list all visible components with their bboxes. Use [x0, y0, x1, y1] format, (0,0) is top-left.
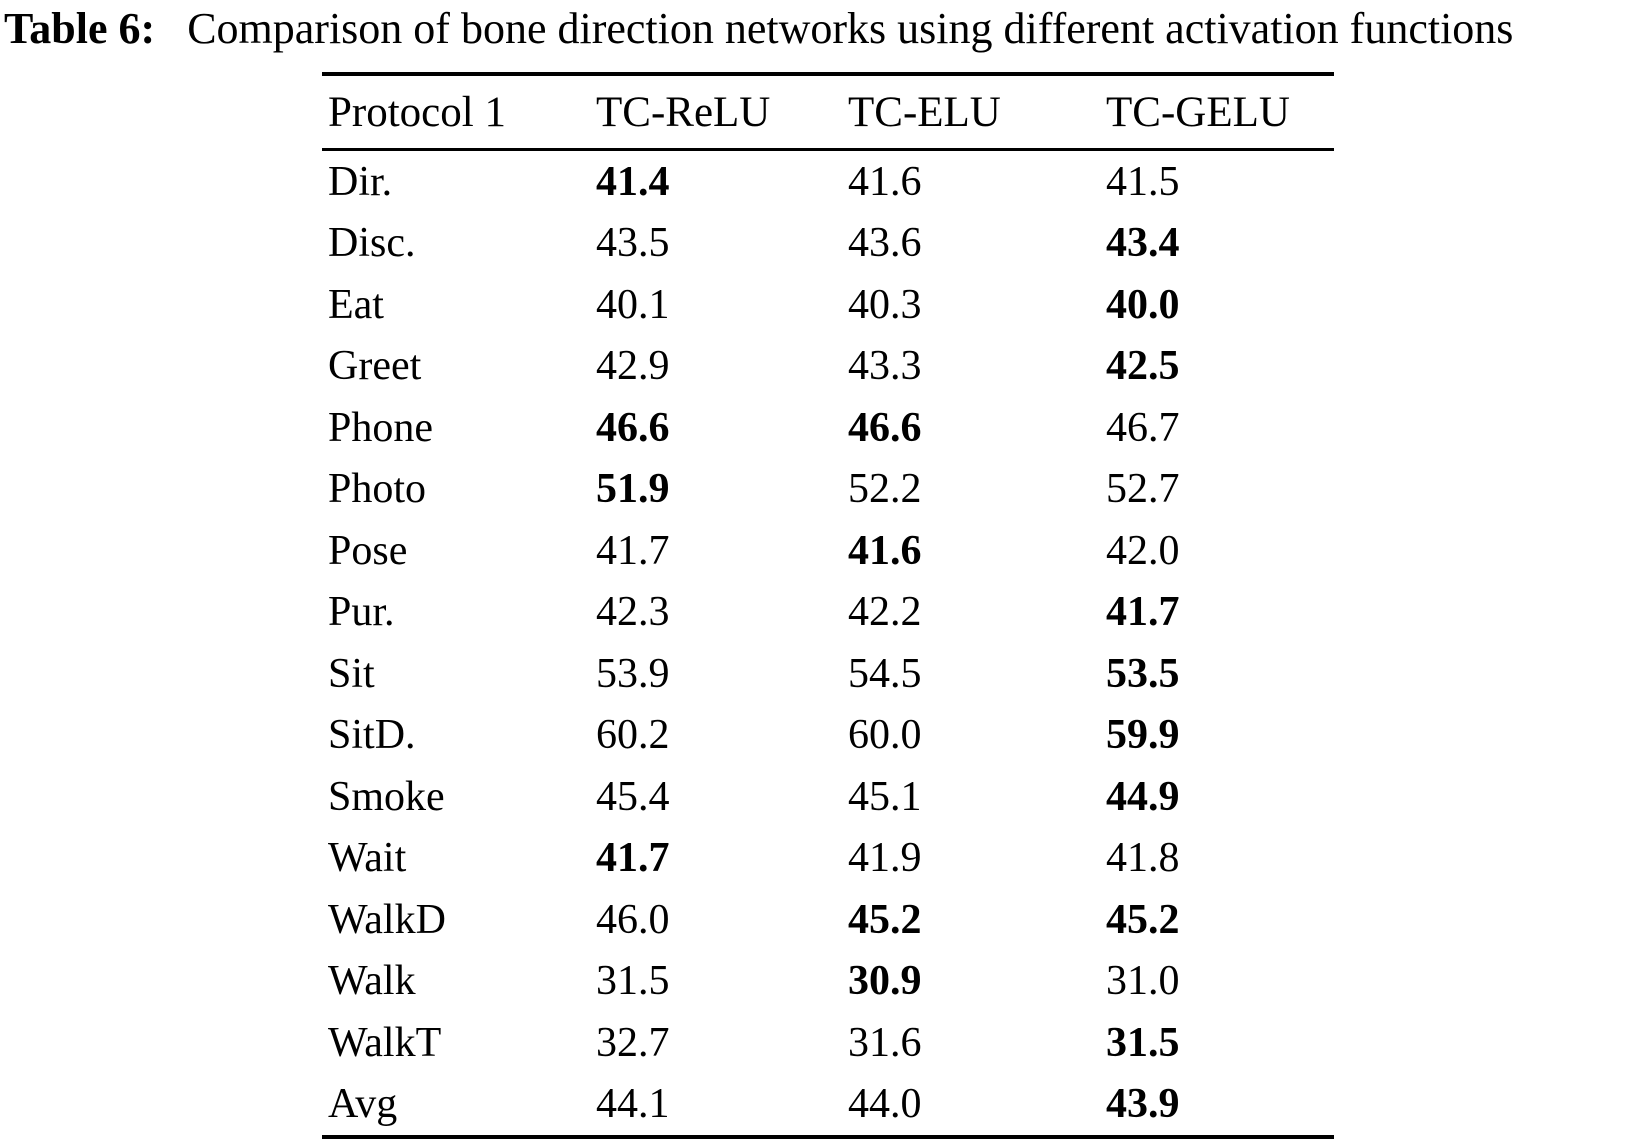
- metric-cell: 41.7: [1106, 589, 1180, 636]
- table-row: WalkD 46.0 45.2 45.2: [322, 889, 1334, 951]
- row-label: Pur.: [328, 589, 395, 636]
- column-header-protocol: Protocol 1: [328, 88, 506, 136]
- metric-cell: 40.1: [596, 281, 670, 328]
- row-label: Eat: [328, 281, 384, 328]
- row-label: WalkT: [328, 1019, 442, 1066]
- metric-cell: 43.9: [1106, 1081, 1180, 1128]
- table-row: Photo 51.9 52.2 52.7: [322, 459, 1334, 521]
- metric-cell: 43.5: [596, 220, 670, 267]
- table-row: SitD. 60.2 60.0 59.9: [322, 705, 1334, 767]
- row-label: Disc.: [328, 220, 416, 267]
- metric-cell: 42.9: [596, 343, 670, 390]
- row-label: Greet: [328, 343, 422, 390]
- metric-cell: 41.8: [1106, 835, 1180, 882]
- metric-cell: 41.7: [596, 527, 670, 574]
- results-table: Protocol 1 TC-ReLU TC-ELU TC-GELU Dir. 41…: [322, 72, 1334, 1139]
- metric-cell: 41.6: [848, 527, 922, 574]
- metric-cell: 60.2: [596, 712, 670, 759]
- metric-cell: 43.6: [848, 220, 922, 267]
- caption-text: Comparison of bone direction networks us…: [187, 4, 1514, 53]
- metric-cell: 31.5: [596, 958, 670, 1005]
- metric-cell: 42.3: [596, 589, 670, 636]
- bottom-rule: [322, 1135, 1334, 1139]
- metric-cell: 53.5: [1106, 650, 1180, 697]
- table-row: Pur. 42.3 42.2 41.7: [322, 582, 1334, 644]
- table-row: Greet 42.9 43.3 42.5: [322, 336, 1334, 398]
- metric-cell: 45.2: [848, 896, 922, 943]
- metric-cell: 52.7: [1106, 466, 1180, 513]
- table-row: Eat 40.1 40.3 40.0: [322, 274, 1334, 336]
- metric-cell: 43.4: [1106, 220, 1180, 267]
- metric-cell: 40.3: [848, 281, 922, 328]
- metric-cell: 45.2: [1106, 896, 1180, 943]
- row-label: Smoke: [328, 773, 445, 820]
- row-label: Sit: [328, 650, 375, 697]
- column-header-tc-relu: TC-ReLU: [596, 88, 771, 136]
- row-label: WalkD: [328, 896, 446, 943]
- metric-cell: 44.1: [596, 1081, 670, 1128]
- row-label: Phone: [328, 404, 433, 451]
- table-row: Avg 44.1 44.0 43.9: [322, 1074, 1334, 1136]
- row-label: Wait: [328, 835, 407, 882]
- metric-cell: 41.4: [596, 158, 670, 205]
- metric-cell: 46.0: [596, 896, 670, 943]
- metric-cell: 42.5: [1106, 343, 1180, 390]
- metric-cell: 40.0: [1106, 281, 1180, 328]
- metric-cell: 51.9: [596, 466, 670, 513]
- metric-cell: 59.9: [1106, 712, 1180, 759]
- metric-cell: 45.1: [848, 773, 922, 820]
- metric-cell: 46.6: [848, 404, 922, 451]
- metric-cell: 53.9: [596, 650, 670, 697]
- metric-cell: 31.6: [848, 1019, 922, 1066]
- table-row: Walk 31.5 30.9 31.0: [322, 951, 1334, 1013]
- metric-cell: 31.5: [1106, 1019, 1180, 1066]
- metric-cell: 52.2: [848, 466, 922, 513]
- row-label: Avg: [328, 1081, 398, 1128]
- table-header-row: Protocol 1 TC-ReLU TC-ELU TC-GELU: [322, 76, 1334, 148]
- metric-cell: 60.0: [848, 712, 922, 759]
- table-row: Wait 41.7 41.9 41.8: [322, 828, 1334, 890]
- metric-cell: 42.2: [848, 589, 922, 636]
- row-label: Dir.: [328, 158, 393, 205]
- table-row: Pose 41.7 41.6 42.0: [322, 520, 1334, 582]
- metric-cell: 43.3: [848, 343, 922, 390]
- row-label: Photo: [328, 466, 427, 513]
- table-row: Dir. 41.4 41.6 41.5: [322, 151, 1334, 213]
- table-row: Disc. 43.5 43.6 43.4: [322, 213, 1334, 275]
- caption-number: Table 6:: [4, 4, 156, 53]
- table-row: Phone 46.6 46.6 46.7: [322, 397, 1334, 459]
- metric-cell: 31.0: [1106, 958, 1180, 1005]
- table-row: WalkT 32.7 31.6 31.5: [322, 1012, 1334, 1074]
- metric-cell: 41.9: [848, 835, 922, 882]
- metric-cell: 41.6: [848, 158, 922, 205]
- metric-cell: 42.0: [1106, 527, 1180, 574]
- metric-cell: 44.9: [1106, 773, 1180, 820]
- row-label: Pose: [328, 527, 408, 574]
- row-label: SitD.: [328, 712, 416, 759]
- metric-cell: 46.7: [1106, 404, 1180, 451]
- metric-cell: 32.7: [596, 1019, 670, 1066]
- table-row: Sit 53.9 54.5 53.5: [322, 643, 1334, 705]
- table-caption: Table 6: Comparison of bone direction net…: [4, 4, 1513, 55]
- metric-cell: 54.5: [848, 650, 922, 697]
- metric-cell: 41.7: [596, 835, 670, 882]
- metric-cell: 46.6: [596, 404, 670, 451]
- top-rule: [322, 72, 1334, 76]
- metric-cell: 30.9: [848, 958, 922, 1005]
- table-body: Dir. 41.4 41.6 41.5 Disc. 43.5 43.6 43.4 Eat 40.1…: [322, 151, 1334, 1135]
- column-header-tc-gelu: TC-GELU: [1106, 88, 1290, 136]
- metric-cell: 41.5: [1106, 158, 1180, 205]
- mid-rule: [322, 148, 1334, 151]
- metric-cell: 44.0: [848, 1081, 922, 1128]
- table-row: Smoke 45.4 45.1 44.9: [322, 766, 1334, 828]
- row-label: Walk: [328, 958, 416, 1005]
- column-header-tc-elu: TC-ELU: [848, 88, 1001, 136]
- metric-cell: 45.4: [596, 773, 670, 820]
